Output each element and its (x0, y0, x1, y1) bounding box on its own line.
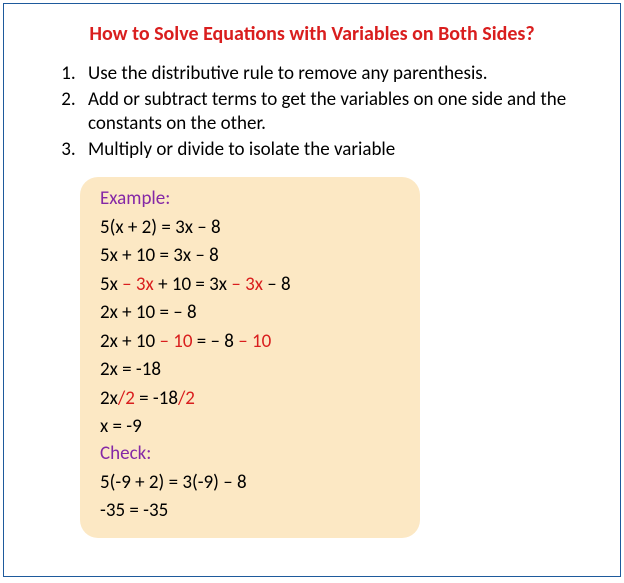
step-item: Multiply or divide to isolate the variab… (80, 138, 592, 163)
equation-line: -35 = -35 (100, 497, 400, 526)
equation-text: x = -9 (100, 415, 142, 438)
equation-line: 2x = -18 (100, 356, 400, 385)
document-frame: How to Solve Equations with Variables on… (3, 3, 621, 577)
equation-text: 2x + 10 (100, 330, 159, 353)
check-label: Check: (100, 442, 400, 465)
equation-text: + 10 = 3x (154, 273, 232, 296)
equation-highlight: – 3x (122, 273, 154, 296)
example-box: Example: 5(x + 2) = 3x – 8 5x + 10 = 3x –… (80, 177, 420, 538)
equation-text: 5(-9 + 2) = 3(-9) – 8 (100, 471, 247, 494)
steps-list: Use the distributive rule to remove any … (32, 62, 592, 163)
title-text: How to Solve Equations with Variables on… (89, 22, 534, 46)
equation-text: = – 8 (193, 330, 239, 353)
equation-highlight: /2 (118, 387, 135, 410)
equation-text: 2x = -18 (100, 358, 161, 381)
equation-line: 5(x + 2) = 3x – 8 (100, 214, 400, 243)
example-lines: 5(x + 2) = 3x – 85x + 10 = 3x – 85x – 3x… (100, 214, 400, 442)
equation-line: 2x + 10 = – 8 (100, 299, 400, 328)
equation-line: 5x – 3x + 10 = 3x – 3x – 8 (100, 271, 400, 300)
equation-highlight: /2 (178, 387, 195, 410)
equation-text: 5x (100, 273, 122, 296)
equation-line: 2x + 10 – 10 = – 8 – 10 (100, 328, 400, 357)
step-item: Add or subtract terms to get the variabl… (80, 88, 592, 137)
check-lines: 5(-9 + 2) = 3(-9) – 8 -35 = -35 (100, 469, 400, 526)
equation-text: 5x + 10 = 3x – 8 (100, 244, 219, 267)
equation-text: 5(x + 2) = 3x – 8 (100, 216, 221, 239)
equation-line: x = -9 (100, 413, 400, 442)
equation-highlight: – 10 (238, 330, 271, 353)
equation-text: 2x + 10 = – 8 (100, 301, 197, 324)
equation-highlight: – 10 (159, 330, 192, 353)
equation-highlight: – 3x (231, 273, 263, 296)
example-label: Example: (100, 187, 400, 210)
step-item: Use the distributive rule to remove any … (80, 62, 592, 87)
equation-text: = -18 (135, 387, 178, 410)
equation-text: -35 = -35 (100, 499, 168, 522)
equation-text: 2x (100, 387, 118, 410)
equation-line: 5x + 10 = 3x – 8 (100, 242, 400, 271)
equation-text: – 8 (263, 273, 291, 296)
page-title: How to Solve Equations with Variables on… (32, 22, 592, 46)
equation-line: 5(-9 + 2) = 3(-9) – 8 (100, 469, 400, 498)
equation-line: 2x/2 = -18/2 (100, 385, 400, 414)
